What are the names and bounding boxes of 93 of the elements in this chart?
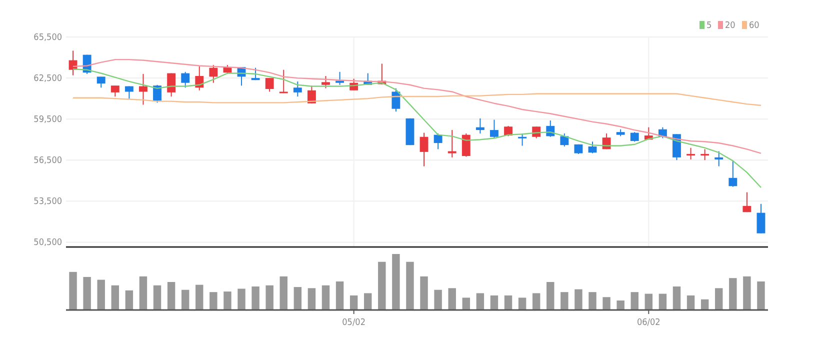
bar <box>504 295 512 310</box>
candlestick <box>322 75 330 89</box>
bar <box>280 276 288 310</box>
bar <box>392 254 400 310</box>
candlestick <box>588 141 597 154</box>
y-tick-label: 56,500 <box>34 156 62 166</box>
bar <box>252 286 260 310</box>
bar <box>350 295 358 310</box>
candlestick <box>434 132 442 150</box>
bar <box>420 276 428 310</box>
bar <box>588 292 596 310</box>
candlestick <box>110 85 120 98</box>
bar <box>266 285 274 310</box>
candlestick <box>420 132 428 167</box>
bar <box>336 281 344 310</box>
bar <box>757 281 765 310</box>
y-tick-label: 59,500 <box>34 114 62 125</box>
y-tick-label: 53,500 <box>34 197 62 208</box>
bar <box>700 299 709 310</box>
candlestick <box>686 147 695 160</box>
bar <box>139 276 148 310</box>
legend-label: 5 <box>706 21 712 32</box>
candlestick <box>181 71 190 88</box>
bar <box>434 290 442 310</box>
bar <box>715 288 723 310</box>
bar <box>686 295 695 310</box>
candlestick <box>96 76 106 88</box>
bar <box>167 282 176 310</box>
legend-label: 20 <box>725 21 736 32</box>
bar <box>616 300 624 310</box>
bar <box>364 293 372 310</box>
bar <box>743 276 751 310</box>
bar <box>729 278 737 310</box>
candlestick <box>293 80 302 98</box>
candlestick <box>700 148 710 161</box>
x-tick-label: 06/02 <box>636 318 660 328</box>
bar <box>196 284 204 310</box>
candlestick <box>265 78 274 92</box>
bar <box>181 290 190 310</box>
candlestick <box>630 132 639 142</box>
bar <box>125 290 134 310</box>
bar <box>97 280 105 310</box>
candlestick <box>672 134 681 161</box>
bar <box>406 262 414 310</box>
candlestick <box>153 84 162 104</box>
bar <box>630 292 638 310</box>
bar <box>518 298 526 310</box>
y-tick-label: 65,500 <box>34 32 62 43</box>
x-tick-label: 05/02 <box>342 318 366 328</box>
bar <box>83 276 91 310</box>
bar <box>153 285 162 310</box>
candlestick <box>714 150 724 167</box>
bar <box>210 292 218 310</box>
bar <box>308 288 316 310</box>
candlestick <box>124 86 134 100</box>
candlestick <box>448 130 456 158</box>
candlestick <box>279 69 288 94</box>
bar <box>560 292 568 310</box>
candlestick <box>742 192 752 213</box>
bar <box>644 294 653 310</box>
bar <box>111 285 119 310</box>
bar <box>238 288 246 310</box>
bar <box>378 262 386 310</box>
bar <box>462 298 470 310</box>
candlestick <box>251 67 260 81</box>
bar <box>490 295 498 310</box>
candlestick <box>462 132 470 158</box>
candlestick <box>728 160 738 188</box>
bar <box>448 288 456 310</box>
candlestick <box>307 85 316 104</box>
bar <box>294 287 302 310</box>
candlestick <box>476 118 484 134</box>
bar <box>574 289 582 310</box>
bar <box>546 282 554 310</box>
candlestick <box>209 64 218 84</box>
bar <box>658 294 667 310</box>
y-tick-label: 62,500 <box>34 74 62 84</box>
bar <box>69 272 77 310</box>
bar <box>224 292 232 310</box>
bar <box>532 293 540 310</box>
bar <box>322 285 330 310</box>
bar <box>476 293 484 310</box>
candlestick <box>490 119 498 139</box>
candlestick <box>392 88 400 112</box>
y-tick-label: 50,500 <box>34 238 62 248</box>
candlestick <box>518 132 527 146</box>
candlestick <box>139 73 148 106</box>
candlestick <box>560 132 569 147</box>
bar <box>602 297 610 310</box>
legend-label: 60 <box>749 21 760 32</box>
candlestick <box>336 71 344 86</box>
bar <box>672 286 681 310</box>
candlestick <box>756 203 766 234</box>
